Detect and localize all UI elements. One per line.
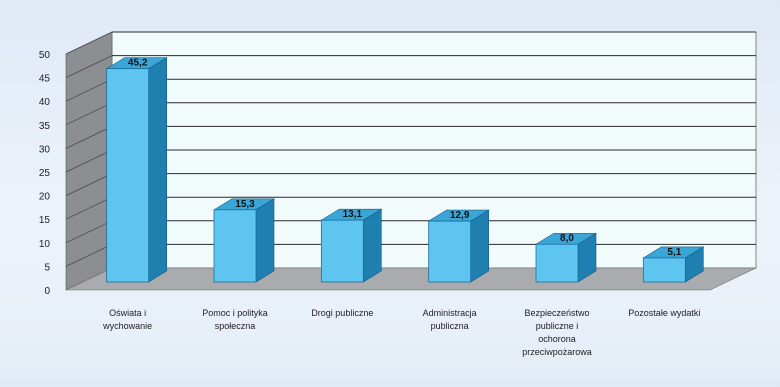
bar: [535, 243, 579, 283]
gridline-wall: [65, 196, 113, 220]
bar-side: [255, 198, 275, 283]
y-tick-label: 50: [39, 50, 51, 61]
gridline-wall: [65, 55, 113, 78]
bar-side: [148, 57, 167, 283]
gridline-wall: [65, 102, 113, 126]
data-label: 15,3: [235, 199, 255, 210]
bar: [642, 257, 686, 283]
bar-side: [470, 209, 489, 283]
gridline-wall: [65, 244, 113, 267]
gridline-wall: [65, 78, 113, 102]
bar-side: [363, 208, 382, 283]
gridline-wall: [65, 31, 113, 55]
gridline-wall: [65, 126, 113, 149]
y-tick-label: 45: [39, 74, 51, 85]
gridline-wall: [65, 173, 113, 196]
bar: [213, 209, 257, 283]
x-tick-label: Pozostałe wydatki: [628, 308, 700, 318]
data-label: 8,0: [560, 233, 574, 244]
y-tick-label: 20: [39, 192, 51, 203]
y-tick-label: 10: [39, 239, 51, 250]
x-tick-label: Pomoc i polityka społeczna: [202, 308, 268, 331]
y-tick-label: 30: [39, 144, 51, 155]
bar: [320, 219, 364, 283]
x-tick-label: Oświata i wychowanie: [102, 308, 152, 331]
bar: [428, 220, 472, 283]
y-tick-label: 25: [39, 168, 51, 179]
data-label: 12,9: [450, 210, 470, 221]
data-label: 13,1: [343, 209, 363, 220]
data-label: 45,2: [128, 58, 148, 69]
y-tick-label: 0: [44, 286, 50, 297]
y-tick-label: 40: [39, 97, 51, 108]
x-tick-label: Drogi publiczne: [311, 308, 373, 318]
x-tick-label: Bezpieczeństwo publiczne i ochorona przeciw…: [522, 308, 592, 357]
y-tick-label: 35: [39, 121, 51, 132]
gridline-wall: [65, 149, 113, 173]
gridline-wall: [65, 220, 113, 244]
y-tick-label: 15: [39, 215, 51, 226]
data-label: 5,1: [667, 247, 681, 258]
x-tick-label: Administracja publiczna: [423, 308, 477, 331]
bar: [106, 68, 150, 283]
y-tick-label: 5: [44, 262, 50, 273]
